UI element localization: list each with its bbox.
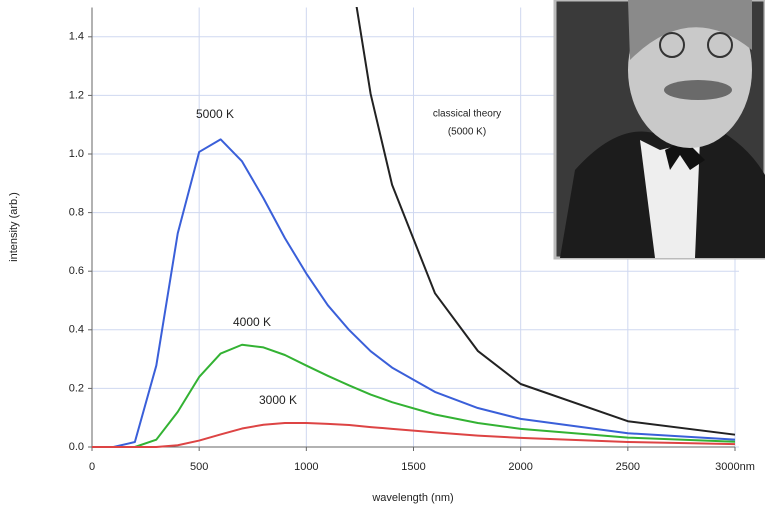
x-tick-label: 1500 — [401, 461, 425, 473]
x-tick-label: 0 — [89, 461, 95, 473]
annotation: 3000 K — [259, 393, 297, 407]
x-tick-label: 3000nm — [715, 461, 755, 473]
x-tick-label: 2000 — [508, 461, 532, 473]
series-line — [92, 421, 736, 448]
annotation: 4000 K — [233, 315, 271, 329]
y-tick-label: 0.6 — [69, 265, 84, 277]
series-line — [355, 7, 736, 436]
annotation: 5000 K — [196, 107, 234, 121]
series-line — [92, 138, 736, 448]
y-tick-label: 1.2 — [69, 89, 84, 101]
series-line — [92, 343, 736, 448]
x-tick-label: 1000 — [294, 461, 318, 473]
annotation: (5000 K) — [448, 127, 486, 138]
y-tick-label: 1.4 — [69, 31, 84, 43]
y-tick-label: 1.0 — [69, 148, 84, 160]
portrait-photo — [553, 0, 765, 260]
x-tick-label: 500 — [190, 461, 208, 473]
annotation: classical theory — [433, 109, 501, 120]
x-axis-label: wavelength (nm) — [371, 492, 453, 504]
y-tick-label: 0.2 — [69, 382, 84, 394]
x-tick-label: 2500 — [616, 461, 640, 473]
y-tick-label: 0.8 — [69, 207, 84, 219]
y-tick-label: 0.0 — [69, 441, 84, 453]
y-axis-label: intensity (arb.) — [8, 192, 20, 262]
y-tick-label: 0.4 — [69, 324, 84, 336]
